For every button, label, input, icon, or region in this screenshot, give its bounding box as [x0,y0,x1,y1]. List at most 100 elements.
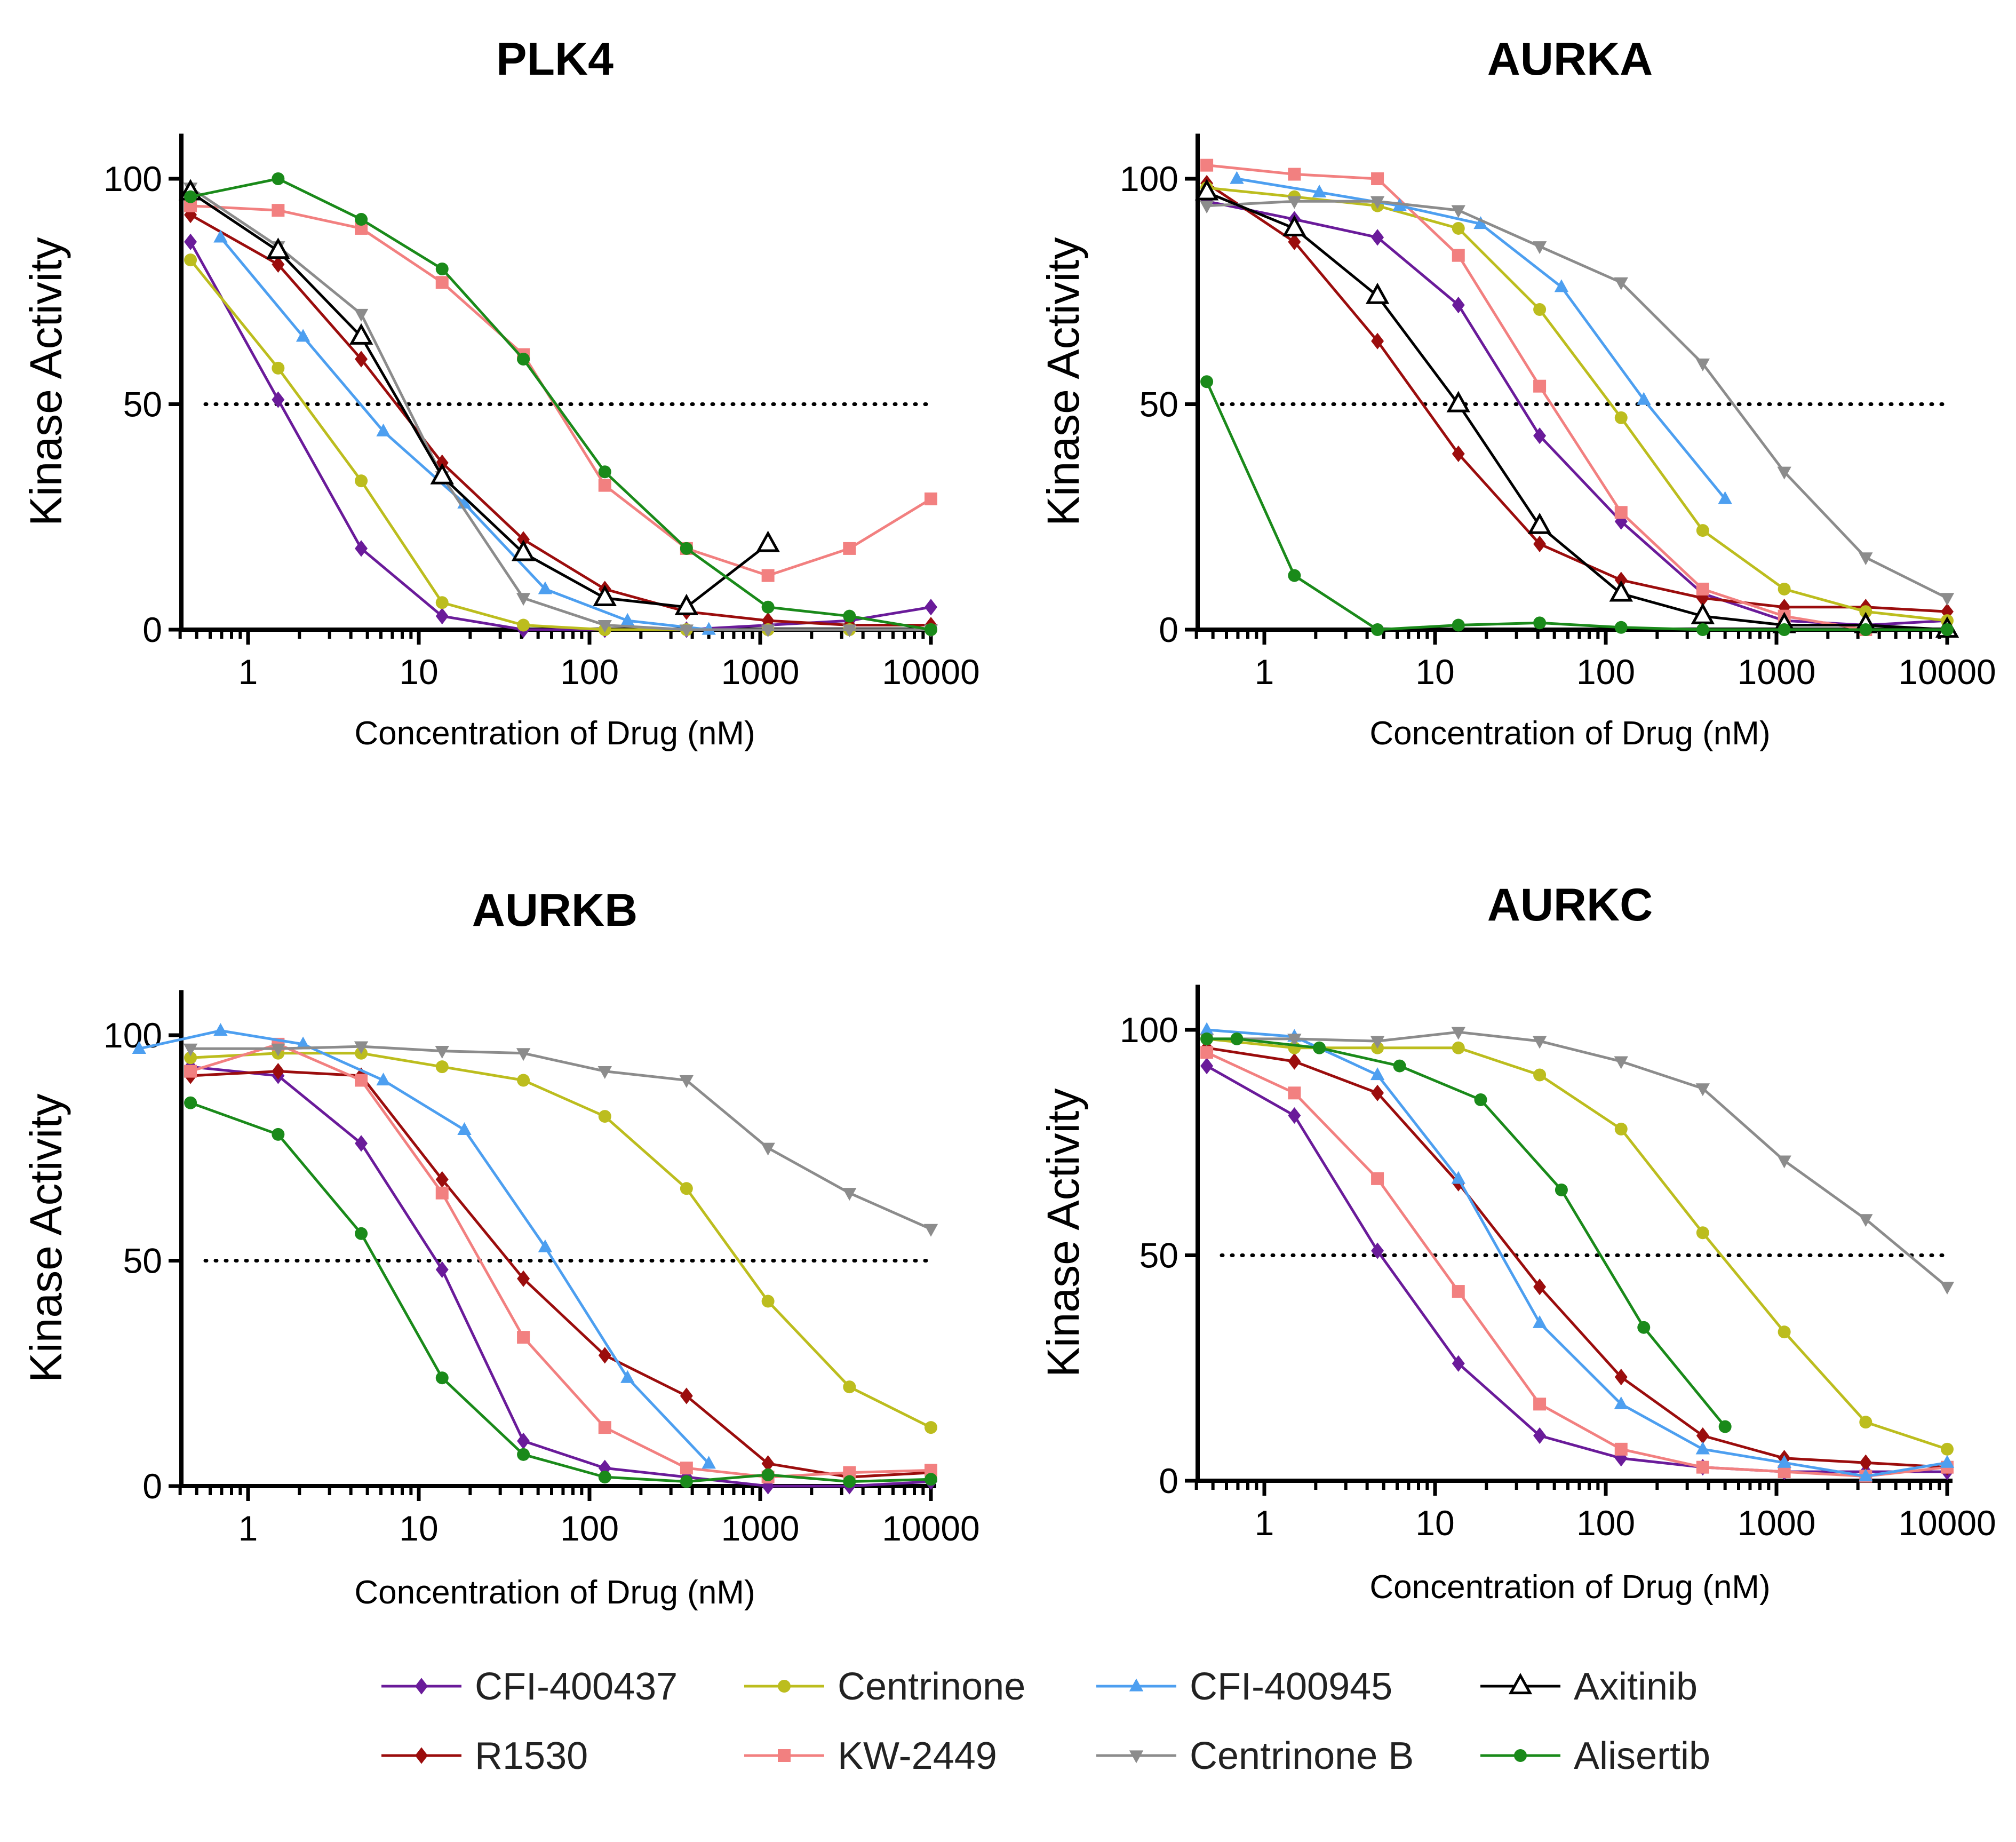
legend-item-alisertib: Alisertib [1480,1735,1710,1777]
data-point [1230,1032,1244,1045]
data-point [1370,1036,1385,1049]
data-point [620,1370,635,1383]
data-point [1200,158,1214,172]
legend-marker [415,1678,428,1695]
series-centrinone-b [1199,196,1955,606]
series-axitinib [1194,179,1959,638]
series-line [1206,1046,1948,1469]
data-point [1452,1285,1465,1298]
data-point [1718,491,1732,504]
x-tick-label: 10000 [1898,1503,1996,1543]
data-point [1371,229,1384,246]
series-kw-2449 [1200,1046,1954,1483]
data-point [1614,1442,1628,1456]
series-alisertib [1200,1032,1732,1433]
data-point [184,233,197,250]
x-tick-label: 1000 [1738,1503,1816,1543]
series-line [219,236,709,631]
data-point [1859,1468,1873,1482]
x-tick-label: 1 [238,652,258,692]
series-line [190,1101,931,1483]
legend-item-centrinone-b: Centrinone B [1096,1735,1414,1777]
legend-marker [778,1749,791,1762]
x-tick-label: 1000 [721,652,800,692]
data-point [1199,1022,1214,1035]
data-point [679,1075,694,1088]
data-point [376,423,391,436]
data-point [1718,1420,1732,1433]
x-axis-label: Concentration of Drug (nM) [1369,715,1770,752]
data-point [457,1122,472,1136]
data-point [435,596,449,609]
data-point [702,1456,716,1469]
data-point [435,276,449,289]
data-point [761,624,775,638]
data-point [296,1036,310,1050]
data-point [1940,1455,1955,1468]
data-point [1282,215,1306,237]
data-point [1859,605,1872,618]
data-point [843,609,856,623]
data-point [184,207,197,224]
data-point [213,1023,228,1036]
series-centrinone [184,1046,937,1434]
data-point [1859,1416,1872,1429]
data-point [593,584,617,606]
x-tick-label: 1000 [1738,652,1816,692]
series-line [190,177,931,631]
data-point [538,1239,553,1252]
data-point [1614,277,1628,290]
legend-marker [1508,1673,1533,1695]
y-axis-label: Kinase Activity [21,1093,71,1383]
data-point [1452,221,1465,235]
series-line [190,1043,931,1479]
y-axis-label: Kinase Activity [21,237,71,526]
data-point [1778,1325,1791,1339]
data-point [517,618,530,632]
data-point [1532,1036,1547,1049]
data-point [430,463,454,485]
data-point [1778,599,1791,616]
data-point [376,1073,391,1086]
series-kw-2449 [1200,158,1872,636]
data-point [1859,623,1872,636]
data-point [184,190,197,203]
data-point [925,599,937,616]
series-cfi-400945 [132,1023,716,1469]
x-tick-label: 1 [1255,1503,1274,1543]
data-point [355,474,368,488]
data-point [1614,506,1628,519]
data-point [1533,1279,1547,1296]
data-point [1637,392,1651,405]
data-point [1451,1171,1465,1184]
series-line [1206,200,1948,600]
x-tick-label: 1 [238,1508,258,1548]
x-axis-label: Concentration of Drug (nM) [354,715,755,752]
series-line [190,204,932,577]
data-point [1696,582,1709,596]
series-line [1207,1030,1948,1288]
legend-marker [1514,1749,1527,1762]
chart-title: AURKA [1487,34,1653,85]
series-line [189,241,931,631]
data-point [1778,623,1791,636]
data-point [1695,358,1710,371]
x-tick-label: 100 [560,1508,619,1548]
series-line [1207,1037,1726,1428]
series-line [190,1052,932,1429]
y-tick-label: 50 [123,385,162,424]
y-tick-label: 50 [123,1241,162,1281]
data-point [1452,445,1465,463]
data-point [761,1295,775,1308]
data-point [1288,233,1301,250]
data-point [1474,1093,1487,1106]
data-point [435,1171,449,1188]
chart-panel-plk4: PLK4 0 50 100 1 10 100 1000 10000 Concentration o… [21,34,980,752]
data-point [516,593,531,606]
x-tick-label: 10 [399,652,438,692]
data-point [1614,513,1628,530]
data-point [1393,1059,1406,1073]
data-point [516,1048,531,1061]
legend-marker [1129,1678,1144,1692]
data-point [266,237,290,259]
